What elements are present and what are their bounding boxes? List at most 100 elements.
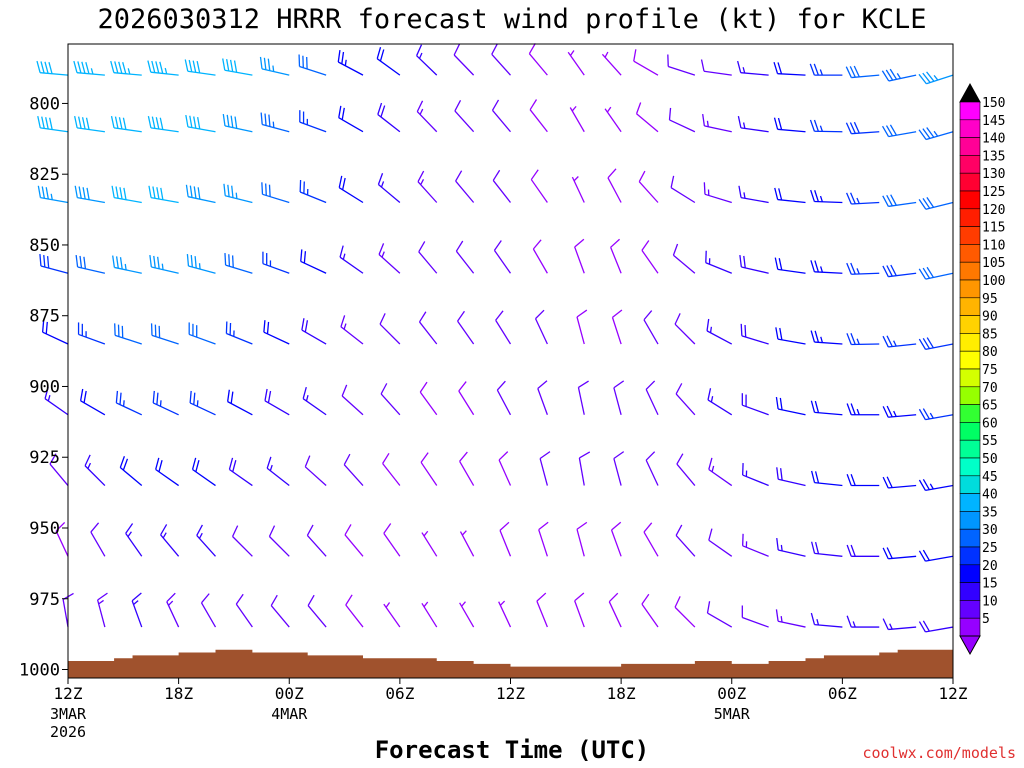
colorbar-swatch <box>959 350 981 370</box>
colorbar-label: 25 <box>982 541 998 556</box>
wind-barb <box>809 63 843 76</box>
x-tick-sublabel: 4MAR <box>271 705 308 723</box>
wind-barb <box>918 620 954 633</box>
wind-barb <box>301 318 327 345</box>
wind-barb <box>567 50 585 76</box>
wind-barb <box>155 457 179 487</box>
wind-barb <box>700 59 732 76</box>
wind-barb <box>571 176 585 203</box>
wind-barb <box>578 451 591 486</box>
colorbar-label: 60 <box>982 416 998 431</box>
colorbar-label: 55 <box>982 434 998 449</box>
wind-barb <box>708 528 733 557</box>
wind-barb <box>377 173 401 203</box>
colorbar-label: 110 <box>982 238 1005 253</box>
colorbar-label: 100 <box>982 274 1005 289</box>
wind-barb <box>378 243 401 274</box>
wind-barb <box>131 592 143 628</box>
colorbar-label: 50 <box>982 452 998 467</box>
wind-barb <box>635 102 659 133</box>
x-tick-label: 00Z <box>275 684 304 703</box>
x-tick-label: 06Z <box>828 684 857 703</box>
wind-barb <box>222 58 253 76</box>
wind-barb <box>44 386 69 416</box>
colorbar-bottom-arrow <box>959 635 981 656</box>
wind-barb <box>302 386 327 416</box>
wind-barb <box>223 183 253 204</box>
wind-barb <box>227 389 253 416</box>
wind-barb <box>339 245 364 274</box>
colorbar-label: 85 <box>982 327 998 342</box>
wind-barb <box>340 315 364 345</box>
wind-barb <box>224 253 253 274</box>
wind-barb <box>536 592 548 628</box>
wind-barb <box>337 50 364 76</box>
wind-barb <box>741 605 769 628</box>
wind-barb <box>39 254 69 274</box>
wind-barb <box>773 62 806 76</box>
colorbar-swatch <box>959 190 981 210</box>
wind-barb <box>499 521 512 557</box>
colorbar-swatch <box>959 582 981 601</box>
wind-barbs-layer <box>36 42 954 633</box>
wind-barb <box>382 452 401 486</box>
wind-barb <box>114 323 142 345</box>
wind-barb <box>845 121 880 135</box>
wind-barb <box>538 521 549 557</box>
wind-barb <box>574 238 585 274</box>
plot-area <box>36 42 954 679</box>
wind-barb <box>773 117 806 133</box>
credit-link[interactable]: coolwx.com/models <box>862 744 1016 762</box>
colorbar-swatch <box>959 368 981 388</box>
wind-barb <box>383 523 401 557</box>
wind-barb <box>345 594 364 628</box>
wind-barb <box>77 322 106 345</box>
wind-barb <box>537 380 548 415</box>
wind-barb <box>36 60 69 76</box>
x-tick-sublabel: 5MAR <box>714 705 751 723</box>
wind-barb <box>774 187 806 204</box>
colorbar-label: 115 <box>982 221 1005 236</box>
colorbar-label: 5 <box>982 612 990 627</box>
wind-barb <box>420 452 438 486</box>
colorbar-top-arrow <box>959 82 981 103</box>
colorbar-swatch <box>959 172 981 192</box>
wind-barb <box>493 240 512 274</box>
wind-barb <box>418 311 438 345</box>
colorbar-label: 15 <box>982 577 998 592</box>
wind-barb <box>55 521 69 557</box>
colorbar-label: 150 <box>982 96 1005 111</box>
wind-barb <box>882 335 917 348</box>
wind-barb <box>261 182 290 204</box>
wind-barb <box>222 113 253 133</box>
x-tick-label: 12Z <box>496 684 525 703</box>
wind-barb <box>147 60 179 76</box>
colorbar-label: 30 <box>982 523 998 538</box>
wind-barb <box>74 115 105 133</box>
wind-barb <box>645 451 659 486</box>
colorbar-swatch <box>959 279 981 299</box>
colorbar-label: 135 <box>982 149 1005 164</box>
wind-barb <box>643 522 659 557</box>
wind-barb <box>882 264 917 278</box>
wind-barb <box>645 380 659 416</box>
wind-barb <box>775 396 806 416</box>
wind-barb <box>268 525 290 557</box>
wind-barb <box>672 243 696 274</box>
wind-barb <box>776 467 806 487</box>
colorbar-label: 10 <box>982 594 998 609</box>
wind-barb <box>495 310 512 345</box>
wind-barb <box>148 185 179 204</box>
wind-barb <box>97 592 108 628</box>
x-tick-label: 12Z <box>54 684 83 703</box>
colorbar-swatch <box>959 439 981 459</box>
wind-barb <box>601 51 622 76</box>
wind-barb <box>882 405 917 418</box>
wind-barb <box>341 384 364 416</box>
wind-barb <box>377 102 401 133</box>
y-tick-label: 850 <box>29 236 60 256</box>
wind-barb <box>532 239 548 274</box>
wind-barb <box>115 390 143 416</box>
wind-barb <box>496 380 512 416</box>
